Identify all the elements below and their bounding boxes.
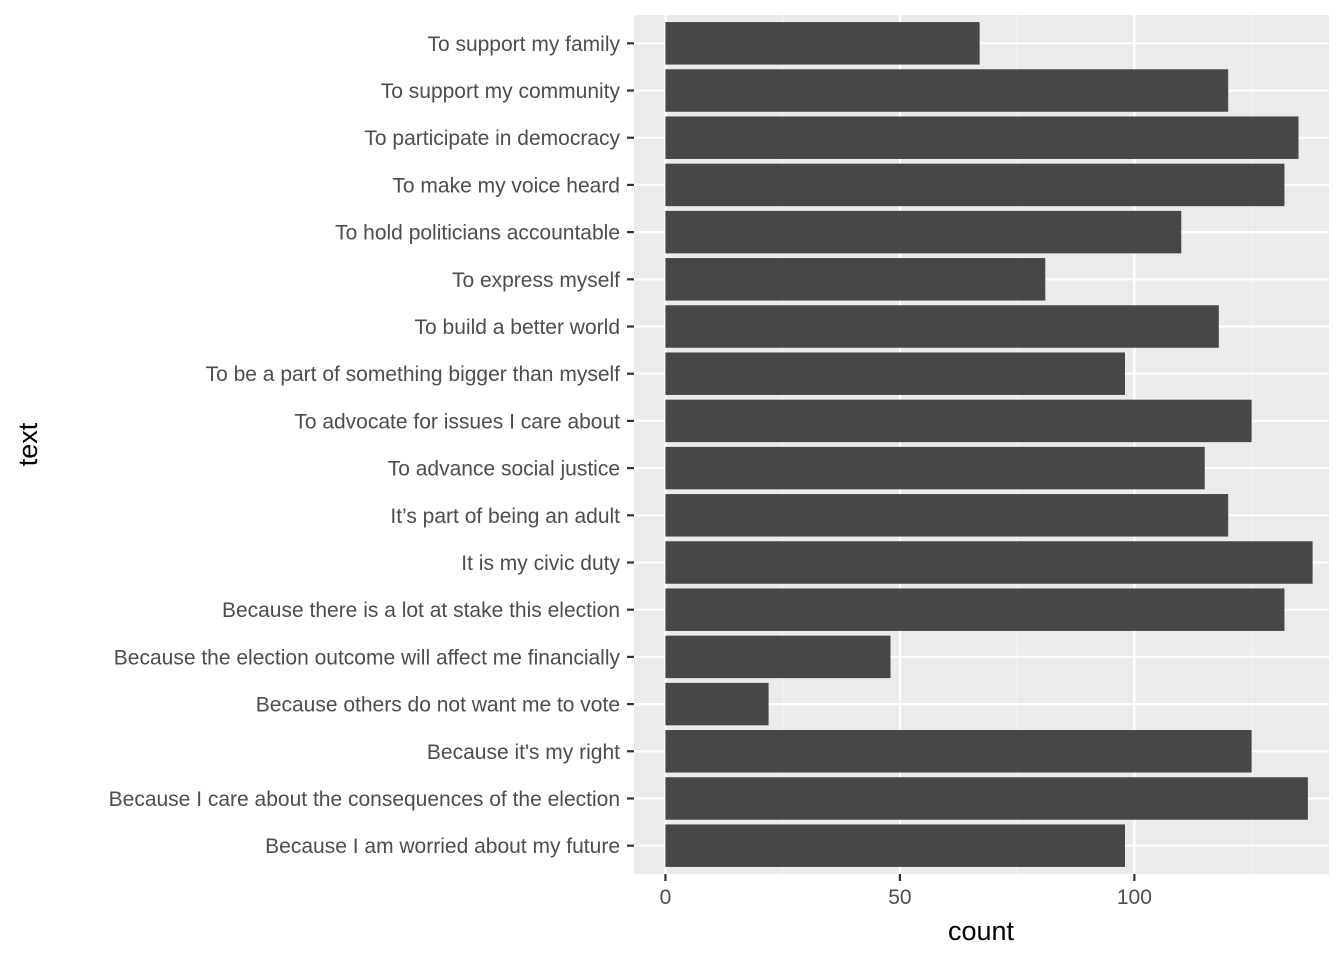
y-tick-label: Because others do not want me to vote [256,694,620,717]
bar [665,399,1252,443]
bar [665,210,1182,254]
bar [665,824,1126,867]
y-tick-label: To build a better world [415,316,620,339]
y-tick-label: Because the election outcome will affect… [114,646,621,669]
bar [665,494,1229,537]
y-tick-label: To express myself [452,269,620,292]
bar [665,446,1205,490]
bar [665,541,1313,584]
y-tick-label: To support my community [381,80,621,103]
bar [665,22,980,65]
x-axis: 0 50 100 [660,874,1152,909]
bar [665,69,1229,112]
y-tick-label: It is my civic duty [461,552,620,575]
bar [665,588,1285,631]
y-tick-label: To participate in democracy [364,127,620,150]
y-tick-label: It’s part of being an adult [390,505,620,528]
bar [665,635,891,679]
bar [665,682,769,726]
bars [665,22,1313,867]
x-tick-label: 100 [1117,886,1152,909]
x-tick-label: 0 [660,886,672,909]
y-tick-label: Because I care about the consequences of… [109,788,620,811]
x-axis-title: count [948,916,1015,946]
y-tick-label: Because there is a lot at stake this ele… [222,599,620,622]
x-tick-label: 50 [888,886,911,909]
y-axis: To support my family To support my commun… [109,33,634,858]
y-tick-label: Because it's my right [427,741,620,764]
y-axis-title: text [13,422,43,466]
bar [665,305,1219,348]
bar [665,777,1308,820]
bar [665,163,1285,207]
y-tick-label: To hold politicians accountable [335,222,620,245]
y-tick-label: To be a part of something bigger than my… [206,363,621,386]
bar [665,352,1126,395]
y-tick-label: To advance social justice [388,458,620,481]
y-tick-label: To support my family [427,33,620,56]
y-tick-label: To advocate for issues I care about [294,410,620,433]
bar [665,730,1252,773]
bar [665,116,1299,159]
y-tick-label: To make my voice heard [392,174,620,197]
y-tick-label: Because I am worried about my future [265,835,620,858]
bar [665,258,1046,301]
